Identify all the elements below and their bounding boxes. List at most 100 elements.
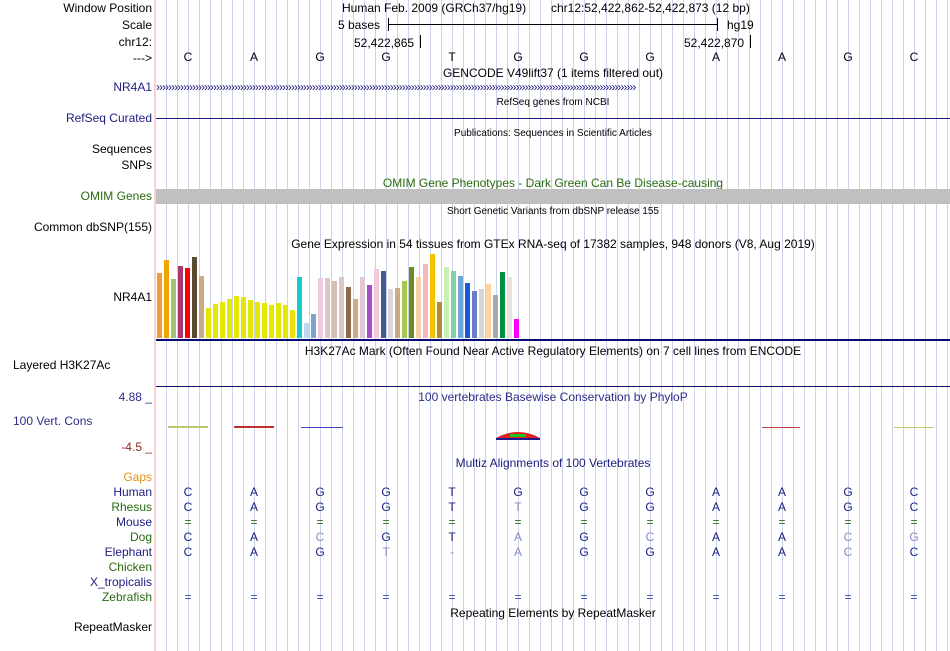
gtex-bar[interactable] xyxy=(262,303,267,338)
gtex-bar[interactable] xyxy=(164,260,169,338)
gtex-bar[interactable] xyxy=(185,268,190,338)
gtex-bar[interactable] xyxy=(283,305,288,338)
reference-base: C xyxy=(909,50,919,64)
grid-line xyxy=(606,0,607,651)
snps-track-label[interactable]: SNPs xyxy=(121,158,152,172)
gtex-bar[interactable] xyxy=(227,299,232,338)
coordinate-label-1: 52,422,865 xyxy=(354,36,415,50)
gtex-bar[interactable] xyxy=(332,281,337,338)
grid-line xyxy=(716,0,717,651)
phylop-track-label[interactable]: 100 Vert. Cons xyxy=(13,414,93,428)
gtex-bar[interactable] xyxy=(416,277,421,338)
gtex-bar[interactable] xyxy=(171,279,176,338)
gtex-bar[interactable] xyxy=(500,272,505,338)
gtex-bar[interactable] xyxy=(374,269,379,338)
gtex-bar[interactable] xyxy=(458,276,463,338)
species-label[interactable]: Chicken xyxy=(108,560,152,574)
grid-line xyxy=(914,0,915,651)
gtex-bar[interactable] xyxy=(255,302,260,338)
gtex-track-label[interactable]: NR4A1 xyxy=(113,290,152,304)
alignment-base: = xyxy=(778,515,786,529)
gencode-track-label[interactable]: NR4A1 xyxy=(113,80,152,94)
grid-line xyxy=(529,0,530,651)
gtex-bar[interactable] xyxy=(388,289,393,338)
gtex-bar[interactable] xyxy=(395,288,400,338)
gtex-bar[interactable] xyxy=(192,257,197,338)
gtex-bar[interactable] xyxy=(437,302,442,338)
scale-text: 5 bases xyxy=(338,18,381,32)
gtex-bar[interactable] xyxy=(234,296,239,338)
grid-line xyxy=(386,0,387,651)
gtex-bar[interactable] xyxy=(346,287,351,338)
species-label[interactable]: Elephant xyxy=(104,545,152,559)
species-label[interactable]: Zebrafish xyxy=(101,590,152,604)
gtex-bar[interactable] xyxy=(248,300,253,338)
species-label[interactable]: Mouse xyxy=(115,515,152,529)
gtex-bar[interactable] xyxy=(157,273,162,338)
grid-line xyxy=(485,0,486,651)
species-label[interactable]: Rhesus xyxy=(111,500,152,514)
gtex-track-title: Gene Expression in 54 tissues from GTEx … xyxy=(291,237,815,251)
refseq-gene-line[interactable] xyxy=(156,118,950,119)
gtex-bar[interactable] xyxy=(269,305,274,338)
scale-db: hg19 xyxy=(727,18,754,32)
gtex-bar[interactable] xyxy=(486,284,491,338)
grid-line xyxy=(705,0,706,651)
gtex-bar[interactable] xyxy=(409,267,414,338)
gtex-bar[interactable] xyxy=(241,297,246,338)
gtex-bar[interactable] xyxy=(381,271,386,338)
track-area[interactable]: Human Feb. 2009 (GRCh37/hg19) chr12:52,4… xyxy=(156,0,950,651)
grid-line xyxy=(925,0,926,651)
refseq-track-label[interactable]: RefSeq Curated xyxy=(65,111,152,125)
gtex-bar[interactable] xyxy=(276,303,281,338)
alignment-base: C xyxy=(843,545,853,559)
dbsnp-track-label[interactable]: Common dbSNP(155) xyxy=(33,220,152,234)
omim-feature[interactable] xyxy=(156,189,950,204)
gtex-bar[interactable] xyxy=(304,323,309,338)
alignment-base: G xyxy=(579,530,589,544)
gtex-bar[interactable] xyxy=(465,283,470,338)
gtex-bar[interactable] xyxy=(220,302,225,338)
gtex-bar[interactable] xyxy=(199,276,204,338)
gtex-bar[interactable] xyxy=(178,266,183,338)
sequences-track-label[interactable]: Sequences xyxy=(91,142,152,156)
gtex-bar[interactable] xyxy=(479,289,484,338)
gtex-bar[interactable] xyxy=(367,285,372,338)
gtex-bar[interactable] xyxy=(472,291,477,338)
species-label[interactable]: Dog xyxy=(129,530,152,544)
gtex-bar[interactable] xyxy=(213,304,218,338)
gtex-bar[interactable] xyxy=(493,295,498,338)
phylop-bar xyxy=(762,427,800,428)
species-label[interactable]: Human xyxy=(113,485,152,499)
gtex-bar[interactable] xyxy=(451,271,456,338)
gtex-bar[interactable] xyxy=(325,278,330,338)
gencode-transcript[interactable]: ››››››››››››››››››››››››››››››››››››››››… xyxy=(156,80,636,94)
phylop-graph[interactable] xyxy=(156,420,950,450)
repeatmasker-track-title: Repeating Elements by RepeatMasker xyxy=(450,606,656,620)
gtex-bar[interactable] xyxy=(297,277,302,338)
gaps-label: Gaps xyxy=(123,470,152,484)
gtex-bar[interactable] xyxy=(360,277,365,338)
gtex-bar[interactable] xyxy=(507,277,512,338)
species-label[interactable]: X_tropicalis xyxy=(89,575,152,589)
gtex-bar[interactable] xyxy=(423,264,428,338)
grid-line xyxy=(771,0,772,651)
grid-line xyxy=(463,0,464,651)
gtex-bar[interactable] xyxy=(514,319,519,338)
gtex-bar[interactable] xyxy=(206,308,211,338)
gtex-bar-chart[interactable] xyxy=(156,254,950,338)
gtex-bar[interactable] xyxy=(318,278,323,338)
omim-track-label[interactable]: OMIM Genes xyxy=(80,189,152,203)
gtex-baseline xyxy=(156,339,950,341)
gtex-bar[interactable] xyxy=(353,299,358,338)
alignment-base: A xyxy=(711,485,720,499)
gtex-bar[interactable] xyxy=(290,310,295,338)
gtex-bar[interactable] xyxy=(444,267,449,338)
repeatmasker-track-label[interactable]: RepeatMasker xyxy=(73,620,152,634)
h3k27ac-track-label[interactable]: Layered H3K27Ac xyxy=(13,358,111,372)
omim-track-title: OMIM Gene Phenotypes - Dark Green Can Be… xyxy=(382,176,724,190)
gtex-bar[interactable] xyxy=(430,254,435,338)
gtex-bar[interactable] xyxy=(339,277,344,338)
gtex-bar[interactable] xyxy=(402,281,407,338)
gtex-bar[interactable] xyxy=(311,314,316,338)
